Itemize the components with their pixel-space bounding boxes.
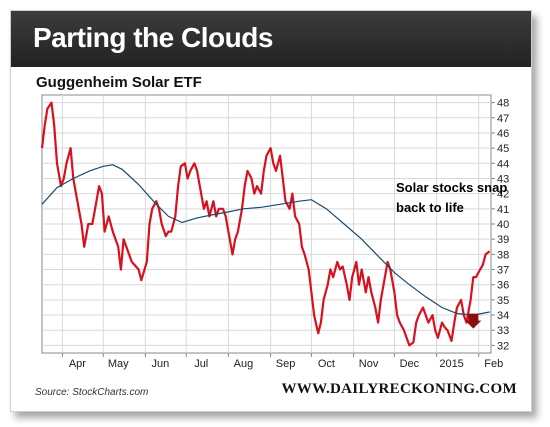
y-tick-label: 43 <box>497 173 509 185</box>
x-tick-label: Sep <box>276 358 296 370</box>
y-tick-label: 36 <box>497 280 509 292</box>
y-tick-label: 47 <box>497 113 509 125</box>
moving-average-line <box>41 164 490 316</box>
x-tick-label: May <box>108 358 129 370</box>
title-banner: Parting the Clouds <box>11 11 531 69</box>
x-tick-label: 2015 <box>439 358 463 370</box>
y-tick-label: 34 <box>497 310 509 322</box>
x-tick-label: Apr <box>69 358 86 370</box>
y-tick-label: 32 <box>497 340 509 352</box>
x-tick-label: Feb <box>484 358 503 370</box>
y-tick-label: 38 <box>497 249 509 261</box>
x-tick-label: Jul <box>194 358 208 370</box>
y-tick-label: 39 <box>497 234 509 246</box>
y-tick-label: 41 <box>497 204 509 216</box>
chart-title: Guggenheim Solar ETF <box>36 74 202 91</box>
source-note: Source: StockCharts.com <box>35 387 149 398</box>
x-tick-label: Jun <box>152 358 170 370</box>
line-chart: 32 33 34 35 36 37 38 39 40 41 42 43 44 45 46 47 48 Apr May… <box>40 94 509 370</box>
y-tick-label: 46 <box>497 128 509 140</box>
y-tick-label: 37 <box>497 265 509 277</box>
y-tick-label: 44 <box>497 158 509 170</box>
x-tick-label: Oct <box>318 358 335 370</box>
banner-title: Parting the Clouds <box>33 22 273 53</box>
chart-annotation: Solar stocks snap back to life <box>396 180 508 215</box>
y-tick-label: 48 <box>497 98 509 110</box>
x-tick-label: Dec <box>400 358 420 370</box>
chart-card: Parting the Clouds Guggenheim Solar ETF … <box>10 10 532 412</box>
price-line <box>40 101 491 347</box>
y-tick-label: 45 <box>497 143 509 155</box>
x-tick-label: Nov <box>359 358 379 370</box>
y-tick-label: 40 <box>497 219 509 231</box>
site-url: WWW.DAILYRECKONING.COM <box>281 381 517 397</box>
y-tick-label: 33 <box>497 325 509 337</box>
y-tick-label: 42 <box>497 189 509 201</box>
x-tick-label: Aug <box>234 358 254 370</box>
y-tick-label: 35 <box>497 295 509 307</box>
arrow-marker <box>465 313 482 329</box>
